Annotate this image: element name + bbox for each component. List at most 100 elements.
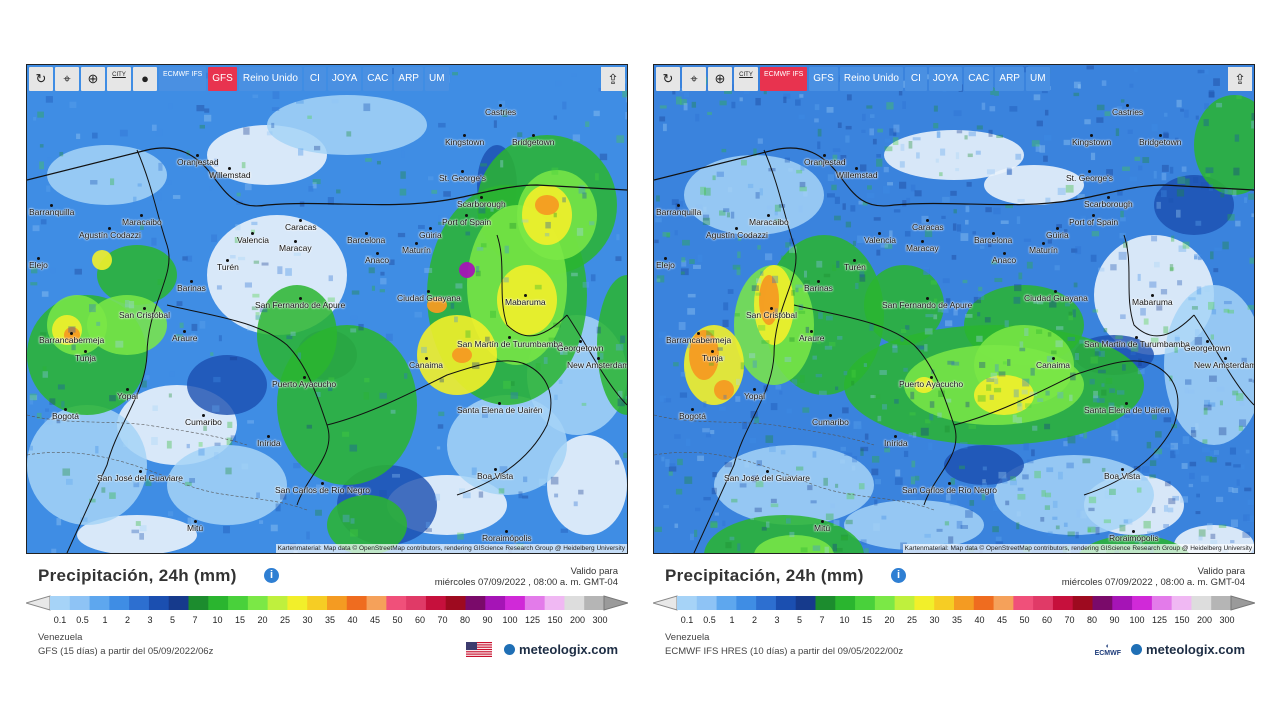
precip-cell <box>1006 169 1013 175</box>
precip-cell <box>784 356 792 362</box>
precip-cell <box>910 184 916 192</box>
place-label: Bogotá <box>679 408 706 421</box>
scale-tick-label: 10 <box>839 615 850 625</box>
precip-cell <box>1236 479 1240 486</box>
model-button-cac[interactable]: CAC <box>363 67 393 91</box>
precip-cell <box>979 245 985 249</box>
meteologix-brand[interactable]: meteologix.com <box>466 642 618 657</box>
zoom-icon[interactable]: ⊕ <box>81 67 105 91</box>
zoom-icon[interactable]: ⊕ <box>708 67 732 91</box>
place-label: Valencia <box>237 232 269 245</box>
precip-cell <box>1174 346 1178 353</box>
refresh-icon[interactable]: ↻ <box>656 67 680 91</box>
place-label: Caracas <box>285 219 317 232</box>
precip-cell <box>986 169 995 175</box>
precip-cell <box>1136 487 1142 493</box>
precip-cell <box>884 447 891 453</box>
share-icon[interactable]: ⇪ <box>1228 67 1252 91</box>
precip-cell <box>328 377 335 383</box>
precip-cell <box>893 130 897 137</box>
precipitation-map[interactable]: ↻ ⌖ ⊕ CITY ECMWF IFS GFS Reino Unido CI JOYA CAC A… <box>653 64 1255 554</box>
info-icon[interactable]: i <box>891 568 906 583</box>
city-icon[interactable]: CITY <box>107 67 131 91</box>
precip-cell <box>1243 514 1250 522</box>
precip-cell <box>1188 483 1194 488</box>
model-button-gfs[interactable]: GFS <box>809 67 838 91</box>
precip-cell <box>1127 518 1133 525</box>
precip-cell <box>1230 519 1239 528</box>
precip-cell <box>659 395 666 402</box>
model-button-ci[interactable]: CI <box>303 67 326 91</box>
precip-cell <box>757 245 761 250</box>
refresh-icon[interactable]: ↻ <box>29 67 53 91</box>
location-pin-icon[interactable]: ⌖ <box>55 67 79 91</box>
precip-cell <box>1185 178 1190 186</box>
model-button-reino-unido[interactable]: Reino Unido <box>238 67 302 91</box>
precip-cell <box>668 466 677 472</box>
model-button-um[interactable]: UM <box>1025 67 1050 91</box>
precipitation-map[interactable]: ↻ ⌖ ⊕ CITY ● ECMWF IFS GFS Reino Unido CI JOYA CAC… <box>26 64 628 554</box>
precip-cell <box>504 245 509 254</box>
precip-cell <box>1067 531 1075 537</box>
model-button-ecmwf-ifs[interactable]: ECMWF IFS <box>760 67 808 91</box>
precip-cell <box>1174 337 1180 345</box>
precip-cell <box>186 443 190 449</box>
precip-cell <box>1236 393 1244 401</box>
info-icon[interactable]: i <box>264 568 279 583</box>
meteologix-brand[interactable]: ◐ ECMWF meteologix.com <box>1095 642 1245 657</box>
precip-cell <box>986 378 995 383</box>
model-button-arp[interactable]: ARP <box>995 67 1024 91</box>
precip-cell <box>769 445 776 453</box>
share-icon[interactable]: ⇪ <box>601 67 625 91</box>
precip-cell <box>949 500 957 506</box>
precip-cell <box>1149 474 1156 479</box>
precip-cell <box>697 254 703 262</box>
model-button-reino-unido[interactable]: Reino Unido <box>839 67 903 91</box>
precip-area <box>944 445 1024 485</box>
model-button-joya[interactable]: JOYA <box>928 67 963 91</box>
location-pin-icon[interactable]: ⌖ <box>682 67 706 91</box>
model-button-gfs[interactable]: GFS <box>208 67 237 91</box>
model-button-cac[interactable]: CAC <box>964 67 994 91</box>
dot-icon[interactable]: ● <box>133 67 157 91</box>
precip-cell <box>740 159 747 166</box>
precip-cell <box>358 323 364 331</box>
precip-cell <box>1057 391 1064 399</box>
model-button-ecmwf-ifs[interactable]: ECMWF IFS <box>159 67 207 91</box>
precip-cell <box>1037 300 1044 305</box>
precip-cell <box>1101 80 1107 86</box>
precip-cell <box>1123 241 1128 248</box>
model-button-um[interactable]: UM <box>424 67 449 91</box>
precip-cell <box>376 160 381 165</box>
scale-tick-label: 25 <box>279 615 291 625</box>
model-button-ci[interactable]: CI <box>904 67 927 91</box>
precip-cell <box>213 172 218 179</box>
scale-tick-label: 3 <box>147 615 153 625</box>
precip-cell <box>109 395 116 402</box>
model-button-joya[interactable]: JOYA <box>327 67 362 91</box>
border-brazil <box>326 360 552 496</box>
precip-cell <box>723 302 729 311</box>
precip-cell <box>964 135 968 140</box>
scale-swatch <box>736 596 757 610</box>
precip-cell <box>454 316 458 323</box>
place-label: Yopal <box>744 388 765 401</box>
precip-cell <box>1009 106 1018 112</box>
precip-cell <box>421 346 427 354</box>
precip-cell <box>832 264 837 272</box>
precip-cell <box>920 427 929 436</box>
precip-cell <box>950 477 955 485</box>
model-button-arp[interactable]: ARP <box>394 67 423 91</box>
river <box>27 452 308 511</box>
precip-cell <box>1164 112 1168 117</box>
precip-cell <box>139 525 147 532</box>
precip-cell <box>128 300 135 309</box>
precip-cell <box>1022 378 1030 387</box>
precip-cell <box>716 171 724 177</box>
legend-title: Precipitación, 24h (mm) <box>665 566 864 585</box>
city-icon[interactable]: CITY <box>734 67 758 91</box>
precip-cell <box>923 267 930 275</box>
precip-cell <box>739 483 747 488</box>
precip-cell <box>244 282 253 288</box>
precip-cell <box>852 240 856 246</box>
